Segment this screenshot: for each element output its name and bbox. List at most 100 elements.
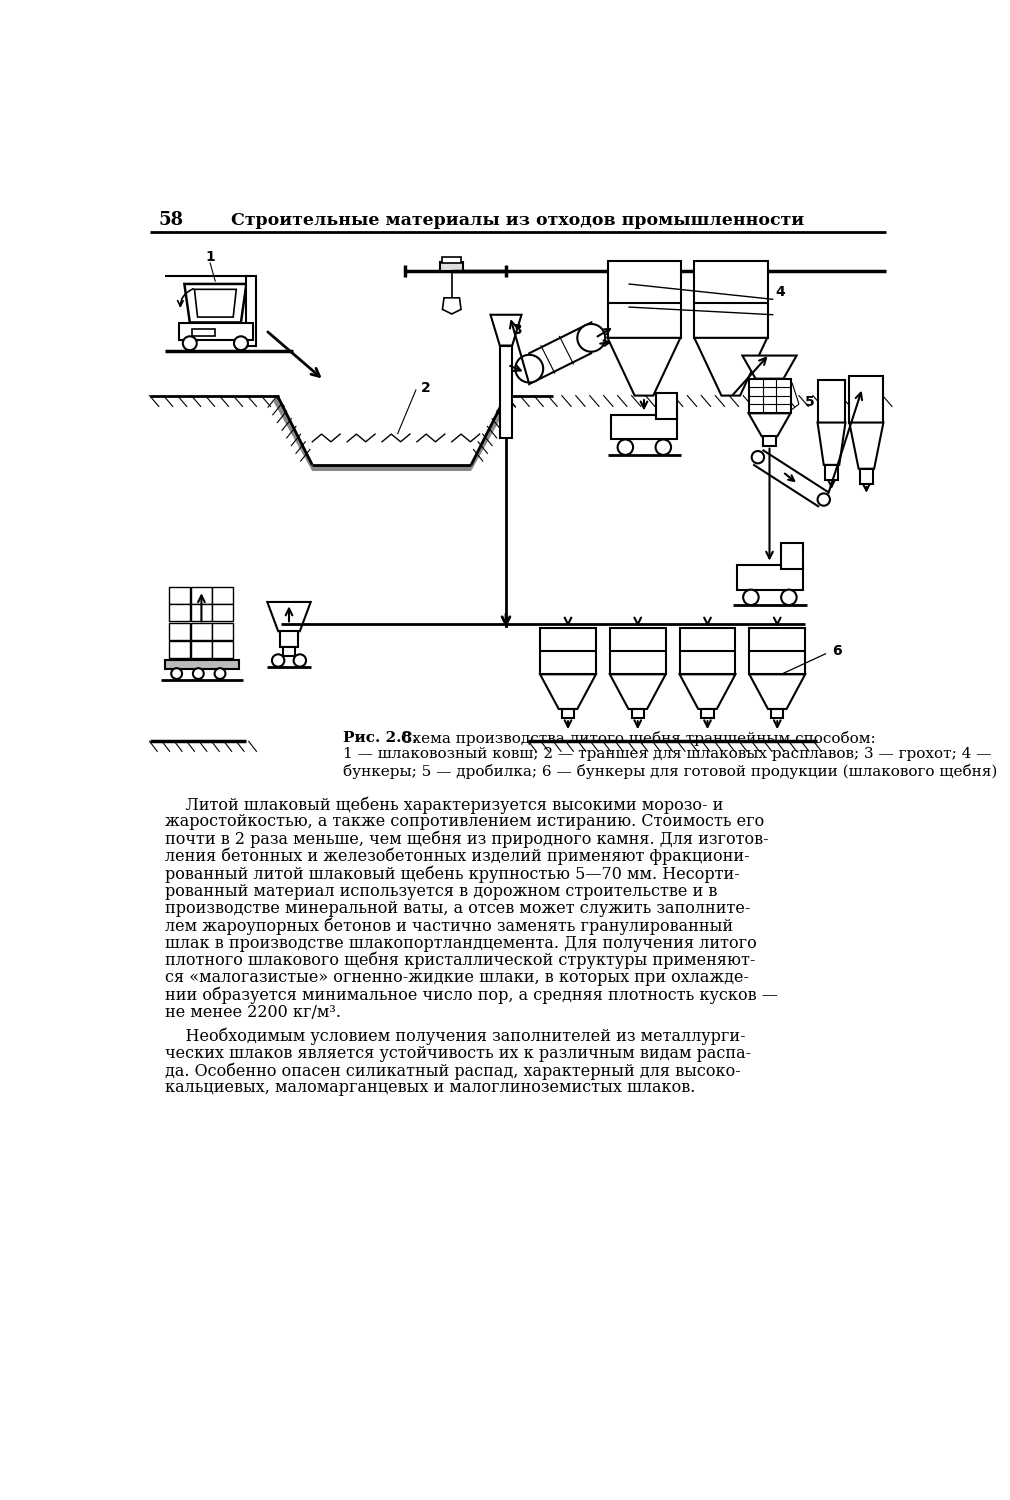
- Bar: [169, 586, 190, 603]
- Text: рованный материал используется в дорожном строительстве и в: рованный материал используется в дорожно…: [165, 882, 717, 900]
- Bar: [540, 628, 596, 675]
- Bar: [212, 604, 233, 621]
- Polygon shape: [185, 284, 246, 322]
- Bar: [169, 622, 190, 639]
- Text: да. Особенно опасен силикатный распад, характерный для высоко-: да. Особенно опасен силикатный распад, х…: [165, 1062, 740, 1080]
- Bar: [608, 261, 681, 338]
- Circle shape: [214, 668, 225, 680]
- Text: 2: 2: [421, 381, 430, 394]
- Bar: [861, 468, 873, 484]
- Text: ся «малогазистые» огненно-жидкие шлаки, в которых при охлажде-: ся «малогазистые» огненно-жидкие шлаки, …: [165, 969, 749, 987]
- Bar: [781, 543, 803, 568]
- Bar: [771, 710, 784, 718]
- Text: не менее 2200 кг/м³.: не менее 2200 кг/м³.: [165, 1004, 341, 1022]
- Polygon shape: [817, 423, 845, 465]
- Bar: [191, 640, 211, 658]
- Polygon shape: [608, 338, 681, 396]
- Polygon shape: [268, 602, 311, 632]
- Bar: [191, 586, 211, 603]
- Polygon shape: [312, 465, 471, 471]
- Bar: [694, 261, 768, 338]
- Polygon shape: [742, 356, 797, 378]
- Bar: [212, 622, 233, 639]
- Bar: [655, 393, 678, 418]
- Circle shape: [234, 336, 247, 350]
- Circle shape: [655, 440, 671, 454]
- Circle shape: [781, 590, 797, 604]
- Bar: [246, 276, 256, 345]
- Polygon shape: [749, 675, 805, 710]
- Text: плотного шлакового щебня кристаллической структуры применяют-: плотного шлакового щебня кристаллической…: [165, 952, 755, 969]
- Polygon shape: [471, 396, 510, 471]
- Circle shape: [294, 654, 306, 666]
- Text: бункеры; 5 — дробилка; 6 — бункеры для готовой продукции (шлакового щебня): бункеры; 5 — дробилка; 6 — бункеры для г…: [343, 765, 998, 780]
- Bar: [191, 622, 211, 639]
- Text: Литой шлаковый щебень характеризуется высокими морозо- и: Литой шлаковый щебень характеризуется вы…: [165, 796, 723, 813]
- Text: рованный литой шлаковый щебень крупностью 5—70 мм. Несорти-: рованный литой шлаковый щебень крупность…: [165, 865, 739, 883]
- Polygon shape: [610, 675, 666, 710]
- Text: 1 — шлаковозный ковш; 2 — траншея для шлаковых расплавов; 3 — грохот; 4 —: 1 — шлаковозный ковш; 2 — траншея для шл…: [343, 747, 992, 762]
- Circle shape: [183, 336, 197, 350]
- Bar: [165, 660, 238, 669]
- Text: Схема производства литого щебня траншейным способом:: Схема производства литого щебня траншейн…: [396, 730, 876, 746]
- Text: 58: 58: [159, 211, 184, 230]
- Bar: [179, 322, 252, 340]
- Text: 6: 6: [832, 644, 842, 658]
- Text: шлак в производстве шлакопортландцемента. Для получения литого: шлак в производстве шлакопортландцемента…: [165, 934, 756, 951]
- Bar: [440, 261, 464, 272]
- Text: лем жароупорных бетонов и частично заменять гранулированный: лем жароупорных бетонов и частично замен…: [165, 918, 733, 934]
- Bar: [442, 256, 461, 262]
- Bar: [817, 380, 845, 423]
- Bar: [631, 710, 644, 718]
- Bar: [280, 632, 298, 646]
- Polygon shape: [529, 322, 591, 384]
- Circle shape: [751, 452, 765, 464]
- Polygon shape: [694, 338, 768, 396]
- Text: ческих шлаков является устойчивость их к различным видам распа-: ческих шлаков является устойчивость их к…: [165, 1044, 751, 1062]
- Text: ления бетонных и железобетонных изделий применяют фракциони-: ления бетонных и железобетонных изделий …: [165, 847, 749, 865]
- Polygon shape: [491, 315, 521, 345]
- Polygon shape: [540, 675, 596, 710]
- Bar: [500, 345, 512, 438]
- Bar: [748, 378, 791, 414]
- Circle shape: [193, 668, 204, 680]
- Polygon shape: [849, 423, 884, 468]
- Circle shape: [743, 590, 759, 604]
- Circle shape: [617, 440, 633, 454]
- Text: 1: 1: [205, 251, 215, 264]
- Text: производстве минеральной ваты, а отсев может служить заполните-: производстве минеральной ваты, а отсев м…: [165, 900, 750, 916]
- Bar: [680, 628, 735, 675]
- Text: нии образуется минимальное число пор, а средняя плотность кусков —: нии образуется минимальное число пор, а …: [165, 987, 778, 1004]
- Bar: [764, 436, 776, 445]
- Polygon shape: [442, 298, 461, 314]
- Polygon shape: [748, 414, 791, 436]
- Bar: [169, 640, 190, 658]
- Bar: [191, 604, 211, 621]
- Polygon shape: [195, 290, 236, 316]
- Circle shape: [172, 668, 182, 680]
- Polygon shape: [274, 396, 312, 471]
- Bar: [737, 566, 803, 590]
- Text: почти в 2 раза меньше, чем щебня из природного камня. Для изготов-: почти в 2 раза меньше, чем щебня из прир…: [165, 831, 769, 848]
- Text: Необходимым условием получения заполнителей из металлурги-: Необходимым условием получения заполните…: [165, 1028, 745, 1045]
- Bar: [849, 376, 884, 423]
- Text: Строительные материалы из отходов промышленности: Строительные материалы из отходов промыш…: [231, 211, 804, 228]
- Polygon shape: [680, 675, 735, 710]
- Circle shape: [817, 494, 830, 506]
- Circle shape: [272, 654, 285, 666]
- Text: 3: 3: [512, 322, 521, 338]
- Bar: [212, 640, 233, 658]
- Bar: [562, 710, 575, 718]
- Bar: [192, 328, 215, 336]
- Bar: [610, 628, 666, 675]
- Text: кальциевых, маломарганцевых и малоглиноземистых шлаков.: кальциевых, маломарганцевых и малоглиноз…: [165, 1080, 695, 1096]
- Text: Рис. 2.8.: Рис. 2.8.: [343, 730, 418, 744]
- Bar: [283, 646, 295, 656]
- Circle shape: [515, 356, 543, 382]
- Bar: [749, 628, 805, 675]
- Bar: [212, 586, 233, 603]
- Bar: [701, 710, 714, 718]
- Circle shape: [578, 324, 605, 351]
- Text: жаростойкостью, а также сопротивлением истиранию. Стоимость его: жаростойкостью, а также сопротивлением и…: [165, 813, 765, 831]
- Bar: [611, 416, 678, 440]
